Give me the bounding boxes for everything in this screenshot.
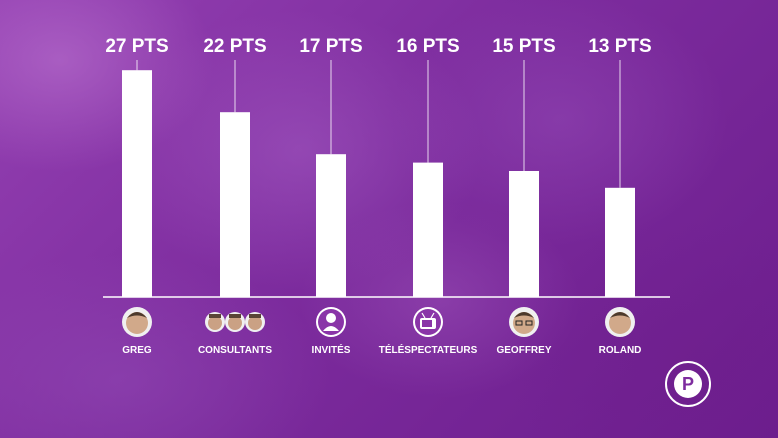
geoffrey-face-icon bbox=[509, 307, 539, 337]
bar-consultants bbox=[220, 112, 250, 297]
greg-face-icon bbox=[122, 307, 152, 337]
category-label-consultants: CONSULTANTS bbox=[198, 345, 272, 356]
roland-face-icon bbox=[605, 307, 635, 337]
value-label-consultants: 22 PTS bbox=[203, 36, 266, 57]
consultants-faces-icon bbox=[205, 312, 265, 332]
bar-roland bbox=[605, 187, 635, 297]
value-label-roland: 13 PTS bbox=[588, 36, 651, 57]
category-label-invites: INVITÉS bbox=[312, 343, 351, 356]
bar-geoffrey bbox=[509, 171, 539, 297]
bar-greg bbox=[122, 70, 152, 297]
category-label-roland: ROLAND bbox=[599, 345, 642, 356]
value-label-greg: 27 PTS bbox=[105, 36, 168, 57]
bar-telespectateurs bbox=[413, 162, 443, 297]
value-label-geoffrey: 15 PTS bbox=[492, 36, 555, 57]
svg-text:P: P bbox=[682, 374, 694, 394]
value-label-telespectateurs: 16 PTS bbox=[396, 36, 459, 57]
telespectateurs-tv-icon bbox=[413, 307, 443, 337]
category-label-geoffrey: GEOFFREY bbox=[496, 345, 551, 356]
category-label-telespectateurs: TÉLÉSPECTATEURS bbox=[379, 343, 478, 356]
show-logo-icon: P bbox=[665, 361, 711, 407]
value-label-invites: 17 PTS bbox=[299, 36, 362, 57]
invites-person-icon bbox=[316, 307, 346, 337]
category-label-greg: GREG bbox=[122, 345, 152, 356]
bar-invites bbox=[316, 154, 346, 297]
